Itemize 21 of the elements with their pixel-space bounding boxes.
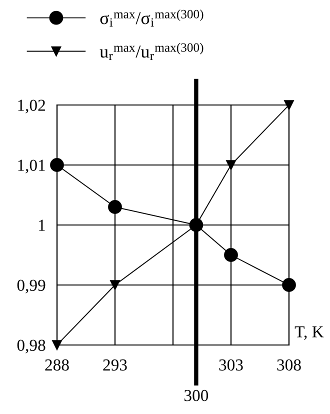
point	[110, 280, 120, 290]
x-tick-label: 308	[277, 359, 301, 371]
legend-label: u$_{r}$$^{max}$/u$_{r}$$^{max(300)}$	[100, 42, 204, 60]
y-tick-label: 0,98	[17, 340, 46, 354]
x-tick-label: 288	[45, 359, 69, 371]
legend-label: σ$_{i}$$^{max}$/σ$_{i}$$^{max(300)}$	[100, 10, 204, 27]
y-tick-label: 0,99	[17, 280, 46, 294]
point	[284, 100, 294, 110]
point	[50, 158, 64, 172]
x-tick-label: 303	[219, 359, 243, 371]
point	[224, 248, 238, 262]
x-axis-title: T, K	[294, 326, 324, 340]
y-tick-label: 1	[39, 220, 45, 231]
y-tick-label: 1,01	[18, 160, 45, 174]
point	[282, 278, 296, 292]
ref-line-label: 300	[184, 390, 208, 402]
x-tick-label: 293	[103, 359, 127, 371]
point	[108, 200, 122, 214]
y-tick-label: 1,02	[18, 100, 45, 114]
point	[52, 340, 62, 350]
point	[226, 160, 236, 170]
